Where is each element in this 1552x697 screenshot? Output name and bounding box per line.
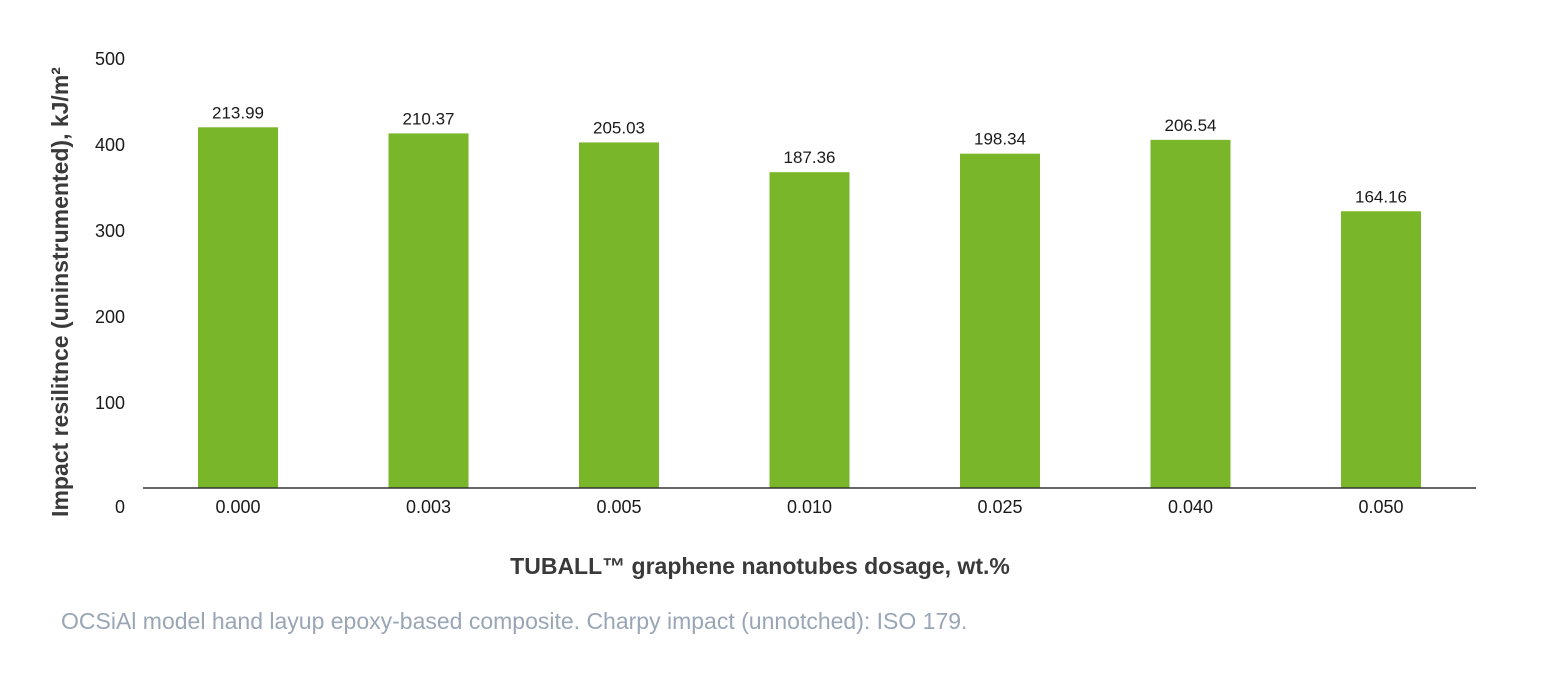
bar: [769, 172, 850, 489]
y-tick-label: 300: [95, 221, 125, 241]
bars: [198, 127, 1421, 489]
bar-value-label: 205.03: [593, 118, 645, 137]
value-labels: 213.99 210.37 205.03 187.36 198.34 206.54 164.…: [212, 103, 1407, 206]
y-axis-ticks: 0 100 200 300 400 500: [95, 49, 125, 517]
x-tick-label: 0.005: [596, 497, 641, 517]
y-axis-title: Impact resilitnce (uninstrumented), kJ/m…: [47, 67, 73, 517]
y-tick-label: 500: [95, 49, 125, 69]
bar: [1150, 139, 1231, 488]
bar: [1341, 211, 1421, 488]
x-tick-label: 0.040: [1168, 497, 1213, 517]
bar-value-label: 206.54: [1165, 116, 1217, 135]
y-tick-label: 400: [95, 135, 125, 155]
x-tick-label: 0.003: [406, 497, 451, 517]
y-tick-label: 200: [95, 307, 125, 327]
bar: [198, 127, 278, 488]
bar: [388, 133, 469, 488]
x-axis-title: TUBALL™ graphene nanotubes dosage, wt.%: [510, 553, 1010, 579]
bar-value-label: 210.37: [403, 109, 455, 128]
bar: [579, 142, 659, 488]
x-tick-label: 0.025: [977, 497, 1022, 517]
x-tick-label: 0.010: [787, 497, 832, 517]
bar-value-label: 213.99: [212, 103, 264, 122]
bar: [960, 153, 1040, 488]
x-tick-label: 0.050: [1358, 497, 1403, 517]
bar-value-label: 198.34: [974, 130, 1026, 149]
x-tick-label: 0.000: [215, 497, 260, 517]
chart-caption: OCSiAl model hand layup epoxy-based comp…: [61, 608, 968, 634]
bar-value-label: 187.36: [784, 148, 836, 167]
x-axis-ticks: 0.000 0.003 0.005 0.010 0.025 0.040 0.050: [215, 497, 1403, 517]
y-tick-label: 100: [95, 393, 125, 413]
bar-value-label: 164.16: [1355, 187, 1407, 206]
y-tick-label: 0: [115, 497, 125, 517]
